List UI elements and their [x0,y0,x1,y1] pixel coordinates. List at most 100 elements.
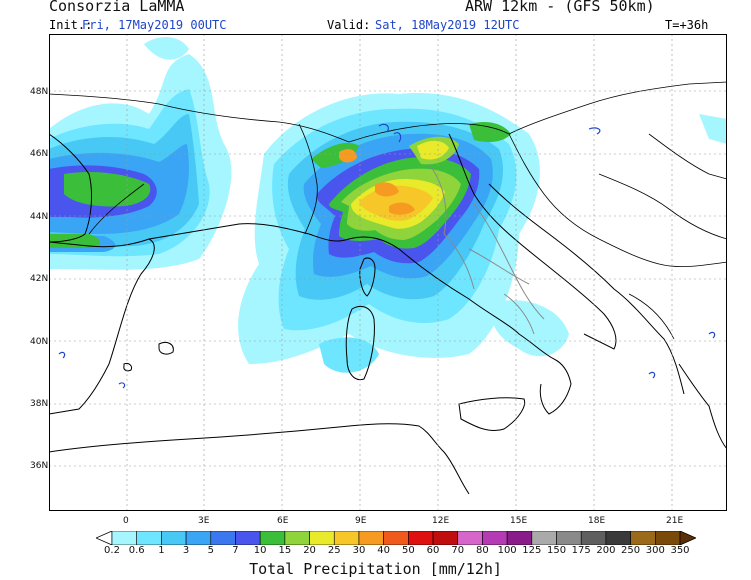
border-line [88,183,145,235]
border-line [508,133,600,240]
color-bar-under-arrow [96,531,113,545]
precipitation-field [49,37,727,373]
precip-area [699,114,727,144]
color-bar-swatch [358,531,384,545]
lake [393,132,402,143]
color-bar-level-label: 0.2 [104,545,120,556]
color-bar-level-label: 70 [451,545,465,556]
precip-area [339,149,357,163]
lake [588,127,601,135]
color-bar-level-label: 250 [621,545,641,556]
border-line [348,123,510,143]
lon-label: 9E [355,516,367,526]
graticule [49,34,727,511]
color-bar-level-label: 50 [401,545,415,556]
lake [58,351,66,359]
color-bar-swatch [284,531,310,545]
coast-line [49,423,470,495]
color-bar-level-label: 1 [158,545,165,556]
coast-line [49,238,155,415]
color-bar-swatch [383,531,409,545]
map-frame [49,34,727,511]
color-bar-level-label: 0.6 [128,545,145,556]
lat-label: 44N [30,212,49,222]
precip-area [144,37,189,60]
color-bar-level-label: 15 [278,545,292,556]
legend-title: Total Precipitation [mm/12h] [249,560,502,578]
valid-value: Sat, 18May2019 12UTC [375,18,520,32]
color-bar-level-label: 125 [522,545,542,556]
color-bar-swatch [432,531,459,545]
lon-label: 18E [588,516,606,526]
lake [708,331,716,339]
color-bar-over-arrow [679,531,696,545]
color-bar-level-label: 3 [182,545,190,556]
coast-line [678,363,727,450]
color-bar-swatch [333,531,360,545]
precip-area [417,140,449,160]
color-bar-swatch [235,531,261,545]
color-bar-level-label: 30 [352,545,366,556]
lon-label: 15E [510,516,528,526]
color-bar-swatch [457,531,483,545]
color-bar-level-label: 40 [377,545,390,556]
italy-regions [428,163,545,335]
lake [118,382,126,389]
lon-label: 21E [666,516,684,526]
region-line [428,163,475,290]
color-bar-swatch [408,531,434,545]
lead-time: T=+36h [665,18,709,32]
coastlines [49,133,727,495]
color-bar [96,531,696,545]
precip-area [319,337,379,373]
lake [648,371,656,379]
borders [49,81,727,340]
color-bar-level-label: 175 [571,545,591,556]
brand-title: Consorzia LaMMA [49,0,185,15]
island-corsica [359,257,376,297]
color-bar-level-label: 10 [253,545,267,556]
border-line [508,81,727,135]
color-bar-level-label: 7 [232,545,239,556]
color-bar-swatch [580,531,607,545]
lon-label: 0 [123,516,129,526]
precip-area [389,202,415,215]
border-line [648,133,727,180]
coast-line [448,133,617,350]
island-sicily [458,397,526,432]
color-bar-swatch [185,531,212,545]
color-bar-swatch [309,531,335,545]
color-bar-level-label: 80 [476,545,489,556]
lake [378,123,389,133]
lon-label: 3E [198,516,210,526]
color-bar-level-label: 350 [670,545,690,556]
island-balearic [158,341,174,355]
border-line [598,173,727,240]
color-bar-level-label: 20 [303,545,316,556]
init-label: Init.: [49,18,93,32]
border-line [628,293,675,340]
region-line [468,248,530,285]
color-bar-swatch [655,531,681,545]
color-bar-swatch [136,531,162,545]
lakes [58,123,716,389]
valid-label: Valid: [327,18,371,32]
color-bar-level-label: 100 [497,545,517,556]
coast-line [49,133,93,243]
precip-area [375,182,399,197]
color-bar-level-label: 300 [645,545,665,556]
lat-label: 42N [30,274,49,284]
color-bar-swatch [482,531,508,545]
color-bar-level-label: 5 [207,545,214,556]
color-bar-swatch [531,531,557,545]
model-title: ARW 12km - (GFS 50km) [465,0,655,15]
color-bar-swatch [556,531,582,545]
precip-area [469,122,511,142]
color-bar-swatch [210,531,236,545]
island-sardinia [345,306,375,381]
lat-label: 38N [30,399,49,409]
precip-area [64,172,151,207]
precip-area [489,300,569,357]
lat-label: 48N [30,87,49,97]
color-bar-swatch [630,531,656,545]
